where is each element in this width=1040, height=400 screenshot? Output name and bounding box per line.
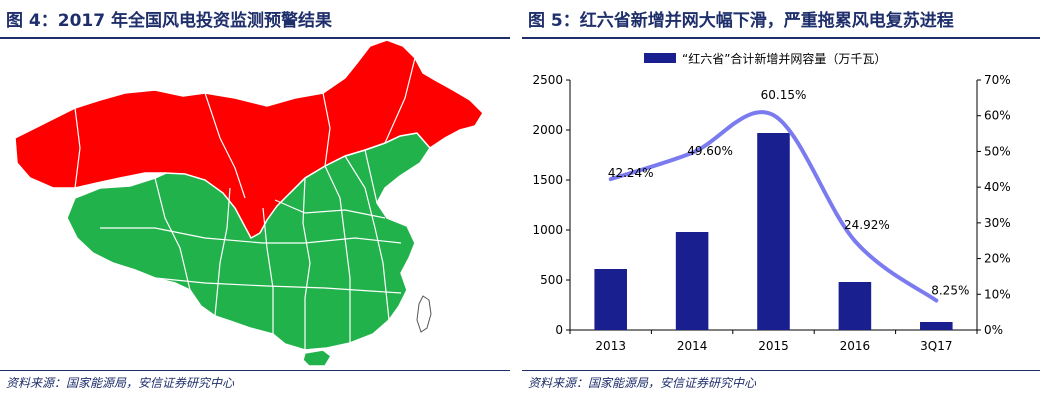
bar <box>675 232 709 330</box>
left-figure-panel: 图 4：2017 年全国风电投资监测预警结果 资料来源：国家能 <box>0 0 510 400</box>
right-figure-panel: 图 5：红六省新增并网大幅下滑，严重拖累风电复苏进程 0 500 1000 1500 2… <box>522 0 1040 400</box>
y-left-tick-label: 0 <box>555 323 563 337</box>
right-source-rule <box>522 370 1040 371</box>
line-data-label: 8.25% <box>931 284 969 298</box>
y-right-tick-label: 40% <box>984 180 1011 194</box>
bar <box>838 282 872 330</box>
combo-chart: 0 500 1000 1500 2000 2500 0% 10% 20% 30% 40% 50% 60%… <box>532 51 1011 353</box>
map-taiwan-outline <box>416 295 432 333</box>
bar <box>920 322 953 330</box>
left-source-rule <box>0 370 510 371</box>
left-title-rule <box>0 37 510 39</box>
left-figure-title: 图 4：2017 年全国风电投资监测预警结果 <box>6 11 332 31</box>
map-province-borders <box>74 57 416 350</box>
y-right-tick-label: 0% <box>984 323 1003 337</box>
y-right-tick-label: 10% <box>984 287 1011 301</box>
line-data-label: 24.92% <box>844 218 890 232</box>
x-tick-label: 2014 <box>677 339 708 353</box>
map-hainan-island <box>302 349 332 367</box>
series-line <box>608 110 939 303</box>
y-left-tick-label: 2500 <box>532 73 563 87</box>
x-tick-label: 3Q17 <box>920 339 952 353</box>
china-wind-warning-map <box>14 39 484 367</box>
y-left-tick-label: 2000 <box>532 123 563 137</box>
line-data-label: 42.24% <box>608 166 654 180</box>
legend-swatch <box>644 53 676 63</box>
y-right-tick-label: 70% <box>984 73 1011 87</box>
right-figure-title: 图 5：红六省新增并网大幅下滑，严重拖累风电复苏进程 <box>528 11 954 31</box>
x-tick-label: 2015 <box>758 339 789 353</box>
y-right-tick-label: 50% <box>984 144 1011 158</box>
bar <box>757 133 790 330</box>
x-tick-label: 2013 <box>595 339 626 353</box>
legend-label: “红六省”合计新增并网容量（万千瓦） <box>682 51 886 66</box>
y-left-tick-label: 1500 <box>532 173 563 187</box>
right-source-note: 资料来源：国家能源局，安信证券研究中心 <box>528 376 757 390</box>
line-data-label: 49.60% <box>687 144 733 158</box>
y-left-tick-label: 1000 <box>532 223 563 237</box>
x-tick-label: 2016 <box>840 339 871 353</box>
y-right-tick-label: 20% <box>984 252 1011 266</box>
left-source-note: 资料来源：国家能源局，安信证券研究中心 <box>6 376 235 390</box>
line-data-label: 60.15% <box>761 88 807 102</box>
right-title-rule <box>522 37 1040 39</box>
map-red-region <box>14 39 484 240</box>
y-right-tick-label: 60% <box>984 109 1011 123</box>
bar <box>594 269 627 330</box>
y-left-tick-label: 500 <box>540 273 563 287</box>
y-right-tick-label: 30% <box>984 216 1011 230</box>
